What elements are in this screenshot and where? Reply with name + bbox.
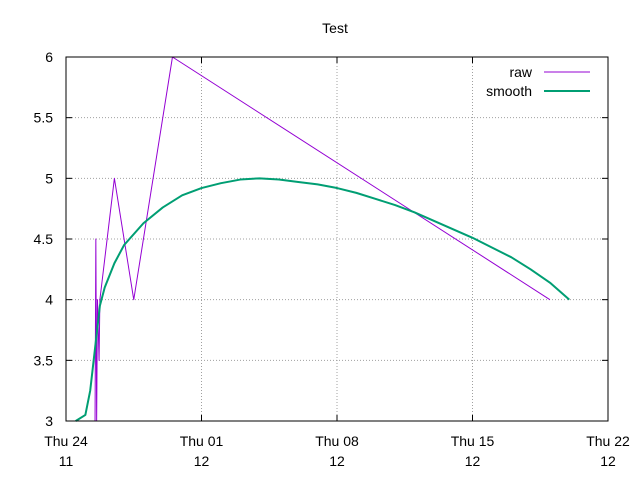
x-tick-label: Thu 01 — [180, 433, 224, 449]
legend-label-smooth: smooth — [486, 83, 532, 99]
tick-labels: 3 3.5 4 4.5 5 5.5 6 Thu 24 11 Thu 01 12 Thu 08 12 Thu… — [34, 49, 630, 469]
series-line-smooth — [75, 177, 570, 422]
chart-title: Test — [322, 20, 348, 36]
x-tick-label: Thu 24 — [44, 433, 88, 449]
x-tick-sublabel: 12 — [465, 453, 481, 469]
legend-label-raw: raw — [509, 64, 532, 80]
y-tick-label: 4.5 — [34, 231, 54, 247]
x-tick-sublabel: 12 — [194, 453, 210, 469]
x-tick-label: Thu 22 — [586, 433, 630, 449]
legend: raw smooth — [486, 64, 590, 99]
series-line-raw — [94, 56, 551, 422]
y-tick-label: 3 — [45, 413, 53, 429]
x-tick-sublabel: 12 — [600, 453, 616, 469]
grid — [66, 57, 608, 421]
axis-ticks — [65, 56, 609, 422]
series-lines — [75, 56, 570, 422]
x-tick-label: Thu 15 — [451, 433, 495, 449]
y-tick-label: 4 — [45, 292, 53, 308]
x-tick-label: Thu 08 — [315, 433, 359, 449]
y-tick-label: 5.5 — [34, 110, 54, 126]
y-tick-label: 3.5 — [34, 352, 54, 368]
y-tick-label: 5 — [45, 170, 53, 186]
y-tick-label: 6 — [45, 49, 53, 65]
x-tick-sublabel: 12 — [329, 453, 345, 469]
x-tick-sublabel: 11 — [59, 453, 74, 469]
